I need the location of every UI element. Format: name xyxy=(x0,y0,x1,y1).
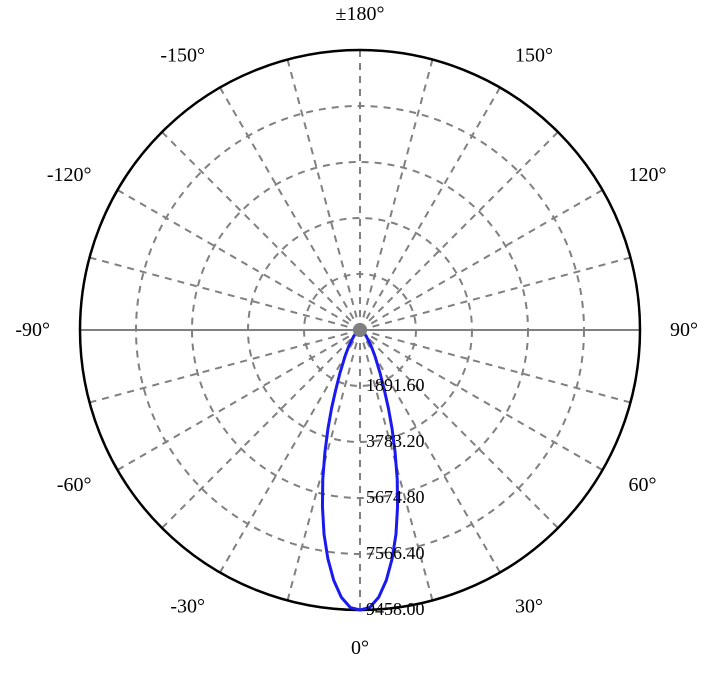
angular-tick-label: 0° xyxy=(351,637,369,659)
angular-tick-label: 90° xyxy=(670,319,698,341)
angular-tick-label: 120° xyxy=(628,164,666,186)
radial-tick-label: 1891.60 xyxy=(366,375,425,395)
angular-tick-label: -90° xyxy=(15,319,50,341)
polar-svg: 1891.60 3783.20 5674.80 7566.40 9458.00 0° 30°… xyxy=(0,0,724,675)
chart-bg xyxy=(0,0,724,675)
polar-chart: 1891.60 3783.20 5674.80 7566.40 9458.00 0° 30°… xyxy=(0,0,724,675)
angular-tick-label: -60° xyxy=(57,474,92,496)
radial-tick-label: 9458.00 xyxy=(366,599,425,619)
angular-tick-label: ±180° xyxy=(336,3,385,25)
radial-tick-label: 5674.80 xyxy=(366,487,425,507)
angular-tick-label: -120° xyxy=(47,164,92,186)
angular-tick-label: -30° xyxy=(170,595,205,617)
angular-tick-label: 60° xyxy=(628,474,656,496)
radial-tick-label: 7566.40 xyxy=(366,543,425,563)
angular-tick-label: -150° xyxy=(160,45,205,67)
center-dot xyxy=(353,323,367,337)
angular-tick-label: 30° xyxy=(515,595,543,617)
radial-tick-label: 3783.20 xyxy=(366,431,425,451)
angular-tick-label: 150° xyxy=(515,45,553,67)
